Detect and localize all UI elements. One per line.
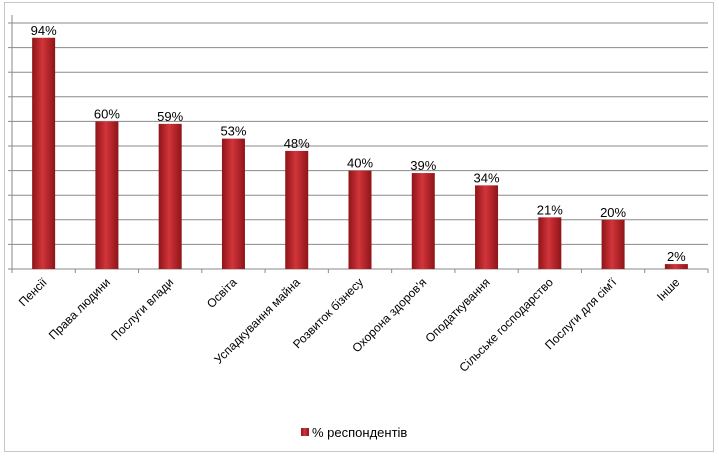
data-label: 20%	[600, 205, 626, 220]
bar	[475, 185, 499, 269]
bar	[664, 264, 688, 269]
data-label: 2%	[667, 249, 686, 264]
data-label: 40%	[347, 156, 373, 171]
bar	[158, 123, 182, 269]
chart-frame: 94% 60% 59% 53% 48% 40% 39% 34% 21% 20% 2% Пенсії П…	[4, 2, 714, 452]
bar	[285, 150, 309, 269]
bars: 94% 60% 59% 53% 48% 40% 39% 34% 21% 20% 2%	[31, 23, 688, 270]
data-label: 60%	[94, 106, 120, 121]
x-tick-label: Послуги влади	[108, 275, 176, 343]
bar	[601, 219, 625, 269]
x-tick-label: Освіта	[204, 275, 240, 311]
x-tick-label: Оподаткування	[423, 275, 493, 345]
legend-swatch	[301, 428, 309, 436]
bar-chart: 94%60% 59%53%48%40% 39%34%21% 20%2% ПенсіїП…	[8, 15, 709, 440]
bar	[411, 173, 435, 269]
data-label: 34%	[474, 170, 500, 185]
data-label: 39%	[410, 158, 436, 173]
data-label: 59%	[157, 109, 183, 124]
data-label: 94%	[31, 23, 57, 38]
bar	[348, 170, 372, 269]
legend: % респондентів	[301, 425, 407, 440]
legend-label: % респондентів	[312, 425, 407, 440]
bar	[95, 121, 119, 270]
data-label: 53%	[220, 124, 246, 139]
x-tick-label: Пенсії	[16, 275, 50, 309]
bar	[538, 217, 562, 269]
gridlines	[12, 22, 708, 245]
x-tick-label: Інше	[654, 275, 683, 304]
data-label: 48%	[284, 136, 310, 151]
x-tick-label: Права людини	[46, 275, 113, 342]
data-label: 21%	[537, 202, 563, 217]
bar	[32, 37, 56, 270]
bar	[221, 138, 245, 269]
